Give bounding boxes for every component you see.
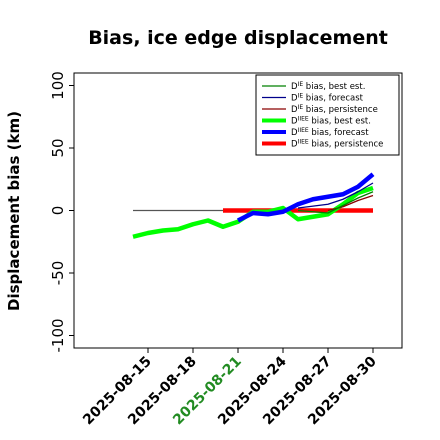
legend-label-3: DIIEE bias, best est.: [291, 115, 371, 127]
legend-label-1: DIE bias, forecast: [291, 92, 364, 104]
legend-label-0: DIE bias, best est.: [291, 81, 365, 93]
y-tick-label: 0: [49, 206, 67, 216]
y-tick-label: -50: [49, 261, 67, 286]
y-tick-label: 100: [49, 71, 67, 100]
y-axis-label: Displacement bias (km): [5, 111, 23, 311]
y-tick-label: -100: [49, 318, 67, 352]
plot-frame: [73, 72, 403, 349]
series-line-1: [297, 182, 374, 209]
series-line-4: [236, 172, 375, 223]
legend-label-5: DIIEE bias, persistence: [291, 138, 383, 150]
chart-title: Bias, ice edge displacement: [88, 27, 388, 49]
series-line-0: [297, 191, 374, 214]
legend-label-4: DIIEE bias, forecast: [291, 127, 369, 139]
legend: DIE bias, best est.DIE bias, forecastDIE…: [255, 74, 400, 156]
legend-label-2: DIE bias, persistence: [291, 104, 378, 116]
y-tick-label: 50: [49, 138, 67, 157]
